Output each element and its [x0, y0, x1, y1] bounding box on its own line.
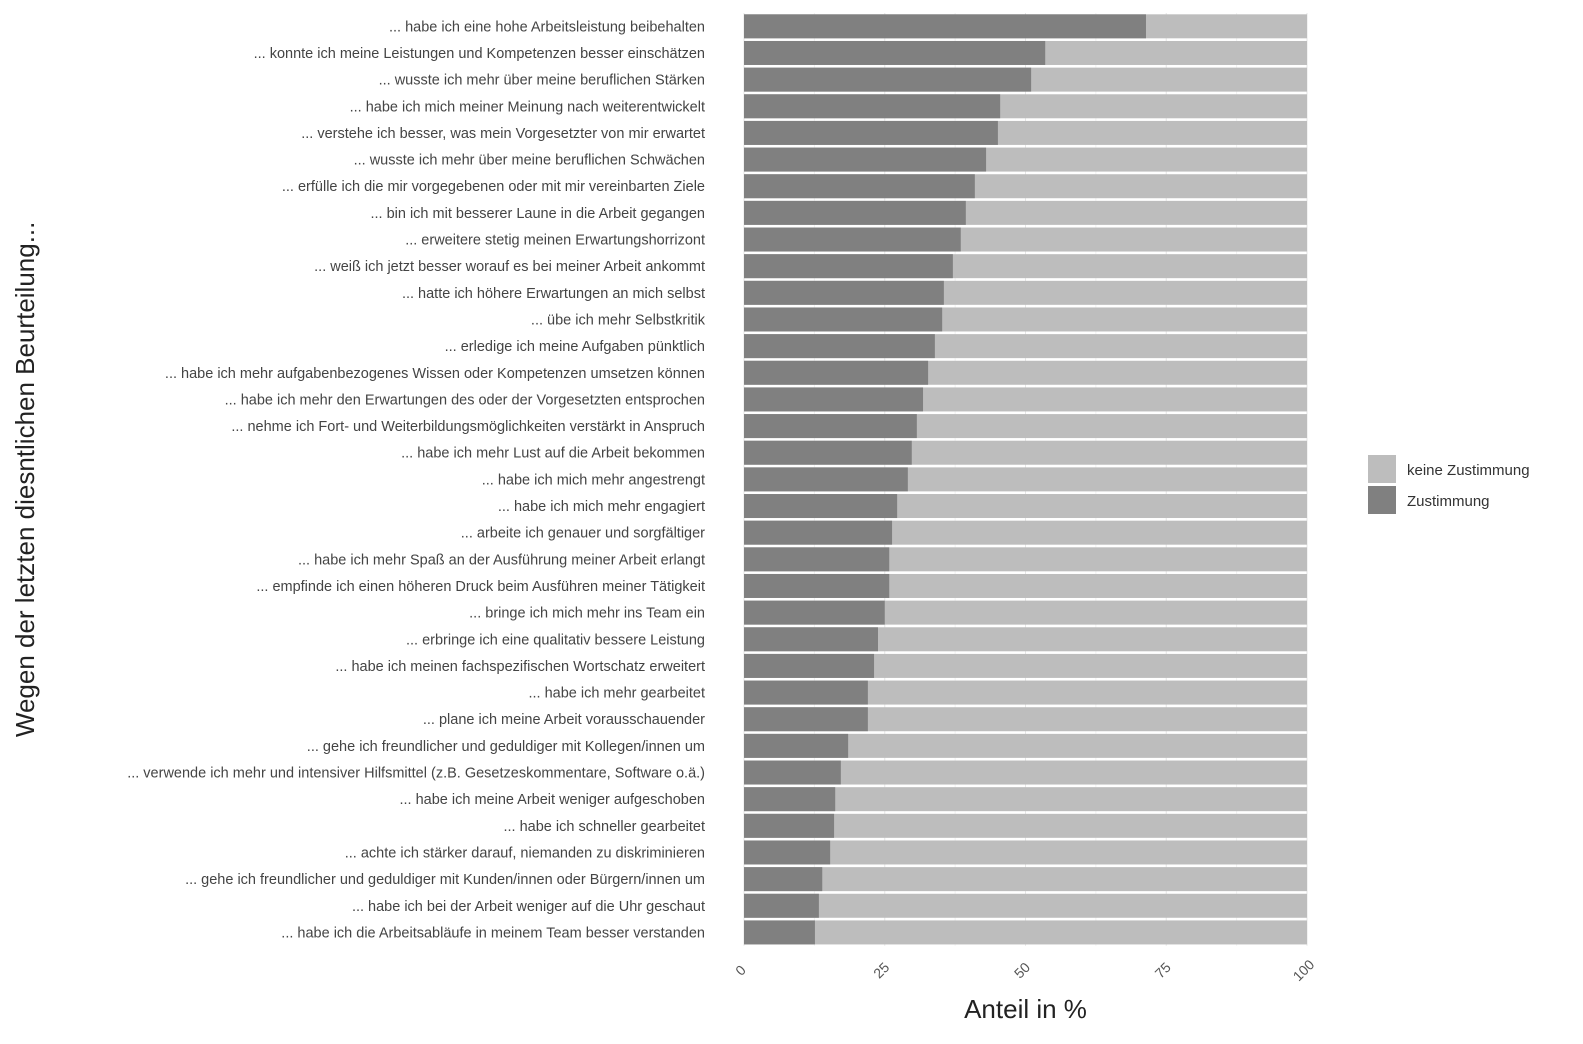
category-label: ... verwende ich mehr und intensiver Hil…	[127, 766, 705, 782]
bar-zustimmung	[744, 867, 823, 892]
bar-zustimmung	[744, 307, 943, 332]
bar-zustimmung	[744, 813, 835, 838]
bar-zustimmung	[744, 360, 929, 385]
category-label: ... habe ich mehr aufgabenbezogenes Wiss…	[165, 366, 705, 382]
category-label: ... habe ich schneller gearbeitet	[503, 819, 705, 835]
bar-zustimmung	[744, 200, 966, 225]
category-label: ... habe ich meinen fachspezifischen Wor…	[335, 659, 705, 675]
category-label: ... wusste ich mehr über meine beruflich…	[379, 73, 705, 89]
bar-zustimmung	[744, 94, 1001, 119]
bar-zustimmung	[744, 653, 875, 678]
x-tick-label: 75	[1152, 959, 1174, 981]
category-label: ... habe ich die Arbeitsabläufe in meine…	[281, 925, 705, 941]
bar-keine-zustimmung	[744, 813, 1307, 838]
category-label: ... weiß ich jetzt besser worauf es bei …	[314, 259, 705, 275]
bar-keine-zustimmung	[744, 920, 1307, 945]
bar-keine-zustimmung	[744, 867, 1307, 892]
category-label: ... habe ich mehr Spaß an der Ausführung…	[298, 552, 705, 568]
bar-zustimmung	[744, 174, 975, 199]
category-label: ... habe ich meine Arbeit weniger aufges…	[399, 792, 705, 808]
bar-zustimmung	[744, 14, 1146, 39]
category-label: ... erweitere stetig meinen Erwartungsho…	[405, 233, 705, 249]
bar-zustimmung	[744, 254, 953, 279]
bar-zustimmung	[744, 40, 1046, 65]
category-label: ... gehe ich freundlicher und geduldiger…	[185, 872, 705, 888]
category-label: ... achte ich stärker darauf, niemanden …	[345, 845, 705, 861]
bar-zustimmung	[744, 600, 885, 625]
bar-zustimmung	[744, 760, 841, 785]
bar-zustimmung	[744, 147, 987, 172]
bar-zustimmung	[744, 787, 836, 812]
category-label: ... konnte ich meine Leistungen und Komp…	[254, 46, 705, 62]
category-label: ... empfinde ich einen höheren Druck bei…	[256, 579, 705, 595]
bar-zustimmung	[744, 440, 912, 465]
legend-swatch	[1368, 455, 1396, 483]
bar-zustimmung	[744, 120, 998, 145]
category-label: ... arbeite ich genauer und sorgfältiger	[461, 526, 705, 542]
category-label: ... erbringe ich eine qualitativ bessere…	[406, 632, 705, 648]
category-label: ... habe ich eine hohe Arbeitsleistung b…	[389, 19, 705, 35]
category-label: ... erfülle ich die mir vorgegebenen ode…	[282, 179, 705, 195]
category-label: ... habe ich mehr gearbeitet	[528, 686, 705, 702]
legend-label: Zustimmung	[1407, 493, 1490, 510]
legend-swatch	[1368, 486, 1396, 514]
bar-zustimmung	[744, 840, 831, 865]
x-tick-label: 50	[1011, 959, 1033, 981]
category-label: ... wusste ich mehr über meine beruflich…	[354, 153, 705, 169]
category-label: ... gehe ich freundlicher und geduldiger…	[307, 739, 705, 755]
bar-keine-zustimmung	[744, 893, 1307, 918]
bar-keine-zustimmung	[744, 840, 1307, 865]
category-label: ... verstehe ich besser, was mein Vorges…	[301, 126, 705, 142]
category-label: ... hatte ich höhere Erwartungen an mich…	[402, 286, 705, 302]
x-tick-label: 0	[732, 962, 749, 979]
bar-zustimmung	[744, 334, 935, 359]
category-label: ... habe ich mich meiner Meinung nach we…	[350, 99, 705, 115]
bar-zustimmung	[744, 67, 1032, 92]
category-label: ... erledige ich meine Aufgaben pünktlic…	[445, 339, 705, 355]
bar-zustimmung	[744, 387, 924, 412]
bar-zustimmung	[744, 733, 849, 758]
bar-zustimmung	[744, 680, 868, 705]
bar-zustimmung	[744, 893, 819, 918]
category-label: ... plane ich meine Arbeit vorausschauen…	[423, 712, 705, 728]
bar-zustimmung	[744, 707, 868, 732]
y-axis-title: Wegen der letzten diesntlichen Beurteilu…	[10, 222, 40, 738]
bar-zustimmung	[744, 280, 944, 305]
bar-zustimmung	[744, 573, 890, 598]
bar-zustimmung	[744, 467, 908, 492]
bar-zustimmung	[744, 627, 878, 652]
category-label: ... übe ich mehr Selbstkritik	[531, 312, 706, 328]
bar-zustimmung	[744, 227, 961, 252]
bar-zustimmung	[744, 920, 815, 945]
x-tick-label: 100	[1290, 956, 1318, 984]
category-label: ... bin ich mit besserer Laune in die Ar…	[370, 206, 705, 222]
bar-zustimmung	[744, 414, 917, 439]
category-label: ... habe ich mehr den Erwartungen des od…	[225, 392, 705, 408]
bar-keine-zustimmung	[744, 787, 1307, 812]
category-label: ... habe ich mich mehr angestrengt	[482, 472, 705, 488]
category-label: ... habe ich mich mehr engagiert	[498, 499, 705, 515]
category-label: ... bringe ich mich mehr ins Team ein	[469, 606, 705, 622]
bar-zustimmung	[744, 520, 893, 545]
category-label: ... nehme ich Fort- und Weiterbildungsmö…	[231, 419, 705, 435]
x-tick-label: 25	[870, 959, 892, 981]
bar-zustimmung	[744, 547, 890, 572]
category-label: ... habe ich mehr Lust auf die Arbeit be…	[401, 446, 705, 462]
x-axis-title: Anteil in %	[964, 994, 1087, 1024]
category-label: ... habe ich bei der Arbeit weniger auf …	[352, 899, 705, 915]
legend-label: keine Zustimmung	[1407, 462, 1530, 479]
bar-zustimmung	[744, 494, 898, 519]
